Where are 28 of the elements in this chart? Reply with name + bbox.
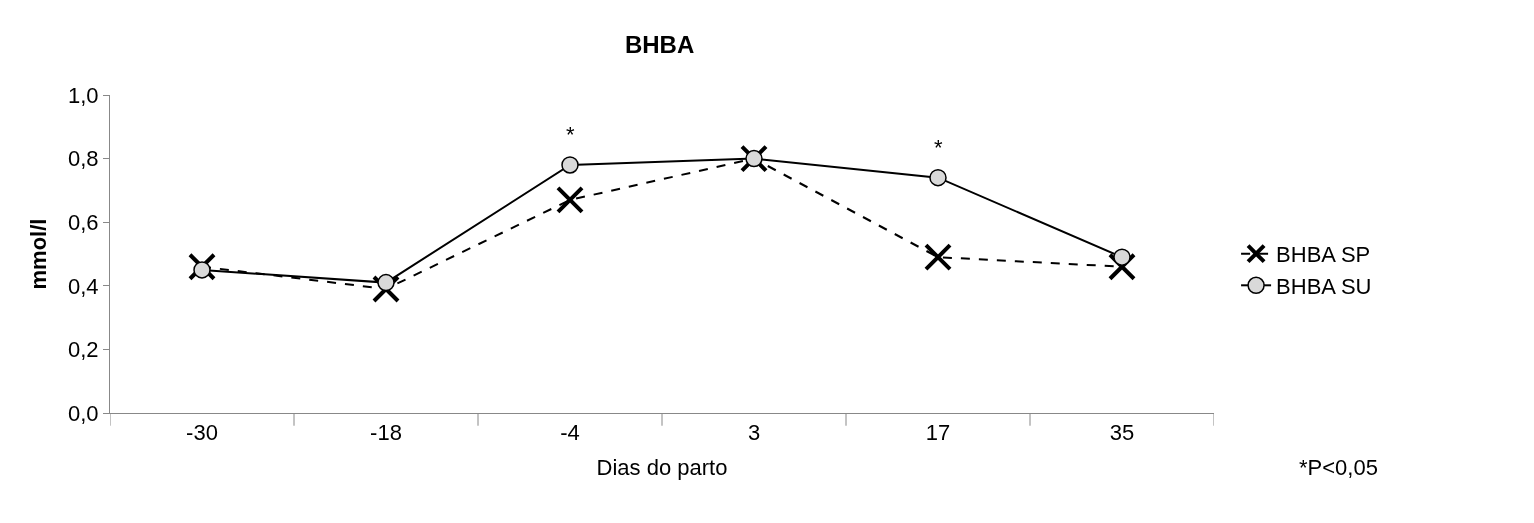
annotation: * — [934, 135, 943, 160]
point — [193, 261, 211, 279]
text: *P<0,05 — [1299, 455, 1378, 480]
point — [1113, 248, 1131, 266]
legend-label: BHBA SP — [1276, 242, 1371, 268]
annotation: * — [566, 122, 575, 147]
x-tick-label: 17 — [925, 420, 951, 446]
point — [1108, 252, 1136, 281]
point — [561, 156, 579, 174]
x-tick-label: -30 — [186, 420, 218, 446]
point — [924, 243, 952, 272]
y-tick-label: 0,0 — [68, 400, 99, 426]
chart-title: BHBA — [624, 31, 695, 59]
point — [556, 185, 584, 214]
y-tick-label: 0,8 — [68, 146, 99, 172]
y-axis-title: mmol/l — [25, 218, 51, 290]
x-tick-label: 3 — [747, 420, 761, 446]
point — [377, 273, 395, 292]
y-tick-label: 1,0 — [68, 82, 99, 108]
x-tick-label: -4 — [560, 420, 580, 446]
y-tick-label: 0,6 — [68, 209, 99, 235]
x-tick-label: 35 — [1109, 420, 1135, 446]
y-tick-label: 0,4 — [68, 273, 99, 299]
point — [929, 168, 947, 187]
y-tick-label: 0,2 — [68, 337, 99, 363]
x-axis-title: Dias do parto — [596, 455, 728, 481]
x-tick-label: -18 — [370, 420, 402, 446]
legend-label: BHBA SU — [1276, 273, 1372, 299]
